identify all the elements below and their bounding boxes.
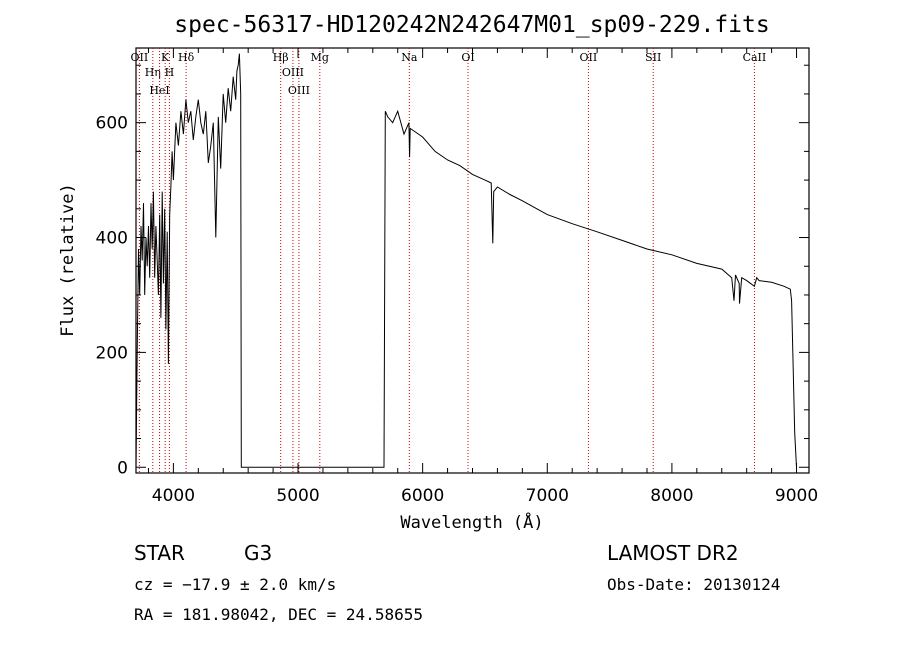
survey-name: LAMOST DR2 [607, 541, 739, 565]
line-marker-label: OII [131, 51, 149, 64]
x-tick-label: 7000 [526, 486, 569, 506]
line-marker-label: Hη [145, 66, 161, 79]
line-marker-label: CaII [743, 51, 767, 64]
observation-date: Obs-Date: 20130124 [607, 575, 780, 594]
x-tick-label: 8000 [650, 486, 693, 506]
coordinates: RA = 181.98042, DEC = 24.58655 [134, 605, 423, 624]
x-axis-label: Wavelength (Å) [400, 511, 543, 533]
line-marker-label: Hβ [273, 51, 289, 64]
line-marker-label: Na [401, 51, 418, 64]
line-marker-label: OIII [288, 84, 310, 97]
line-marker-label: HeI [149, 84, 169, 97]
y-tick-label: 200 [96, 343, 128, 363]
line-marker-label: H [165, 66, 175, 79]
object-class: STAR [134, 541, 185, 565]
object-subclass: G3 [244, 541, 272, 565]
x-tick-label: 6000 [401, 486, 444, 506]
x-tick-label: 4000 [152, 486, 195, 506]
x-tick-label: 9000 [775, 486, 818, 506]
spectrum-line [135, 53, 797, 468]
plot-frame [135, 47, 810, 474]
line-marker-label: SII [645, 51, 661, 64]
redshift-cz: cz = −17.9 ± 2.0 km/s [134, 575, 336, 594]
line-marker-label: OI [461, 51, 474, 64]
y-tick-label: 0 [117, 458, 128, 478]
chart-title: spec-56317-HD120242N242647M01_sp09-229.f… [174, 12, 769, 38]
x-tick-label: 5000 [276, 486, 319, 506]
y-axis-label: Flux (relative) [58, 183, 78, 337]
line-marker-label: OIII [282, 66, 304, 79]
line-marker-label: K [161, 51, 170, 64]
line-marker-label: Mg [311, 51, 329, 64]
line-marker-label: OII [580, 51, 598, 64]
y-tick-label: 400 [96, 229, 128, 249]
axis-ticks-group: 4000 5000 6000 7000 8000 9000 0 200 400 600 [96, 48, 818, 506]
line-marker-label: Hδ [178, 51, 195, 64]
y-tick-label: 600 [96, 114, 128, 134]
